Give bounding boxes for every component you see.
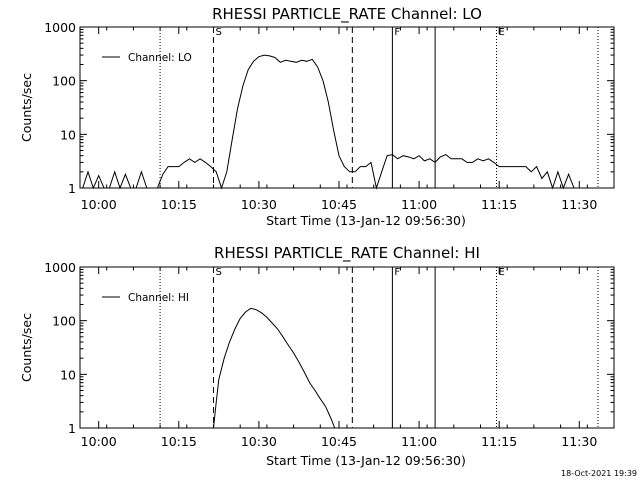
- y-tick-label: 1: [68, 421, 76, 436]
- x-tick-label: 11:00: [401, 434, 437, 449]
- legend-label: Channel: LO: [128, 52, 192, 64]
- chart-panel-bottom: RHESSI PARTICLE_RATE Channel: HI 1 10 100 10…: [19, 244, 615, 468]
- series-line: [213, 307, 336, 429]
- x-tick-label: 10:15: [161, 434, 197, 449]
- event-marker-label: S: [216, 27, 222, 38]
- y-axis-label: Counts/sec: [19, 73, 34, 142]
- event-marker-label: F: [394, 267, 400, 278]
- footer-timestamp: 18-Oct-2021 19:39: [561, 469, 637, 478]
- x-tick-label: 11:30: [561, 197, 597, 212]
- chart-panel-top: RHESSI PARTICLE_RATE Channel: LO 1 10 100 10…: [19, 5, 615, 228]
- x-tick-label: 10:30: [241, 197, 277, 212]
- x-tick-label: 10:15: [161, 197, 197, 212]
- x-axis-label: Start Time (13-Jan-12 09:56:30): [266, 213, 466, 228]
- y-tick-label: 10: [60, 127, 76, 142]
- chart-title: RHESSI PARTICLE_RATE Channel: HI: [214, 244, 480, 263]
- x-tick-label: 10:45: [321, 197, 357, 212]
- x-tick-label: 10:00: [81, 434, 117, 449]
- y-tick-label: 1000: [44, 20, 76, 35]
- x-tick-label: 11:30: [561, 434, 597, 449]
- x-tick-label: 11:15: [481, 197, 517, 212]
- y-tick-label: 100: [52, 314, 76, 329]
- event-marker-label: F: [394, 27, 400, 38]
- x-tick-label: 11:15: [481, 434, 517, 449]
- x-tick-label: 10:30: [241, 434, 277, 449]
- event-marker-label: S: [216, 267, 222, 278]
- y-tick-label: 10: [60, 367, 76, 382]
- y-axis-label: Counts/sec: [19, 313, 34, 382]
- series-line: [82, 54, 612, 190]
- y-tick-label: 1: [68, 181, 76, 196]
- event-marker-label: E: [499, 27, 505, 38]
- y-tick-label: 1000: [44, 260, 76, 275]
- x-tick-label: 10:00: [81, 197, 117, 212]
- x-tick-label: 10:45: [321, 434, 357, 449]
- x-tick-label: 11:00: [401, 197, 437, 212]
- chart-title: RHESSI PARTICLE_RATE Channel: LO: [212, 5, 482, 24]
- legend-label: Channel: HI: [128, 292, 189, 304]
- y-tick-label: 100: [52, 74, 76, 89]
- x-axis-label: Start Time (13-Jan-12 09:56:30): [266, 453, 466, 468]
- event-marker-label: E: [499, 267, 505, 278]
